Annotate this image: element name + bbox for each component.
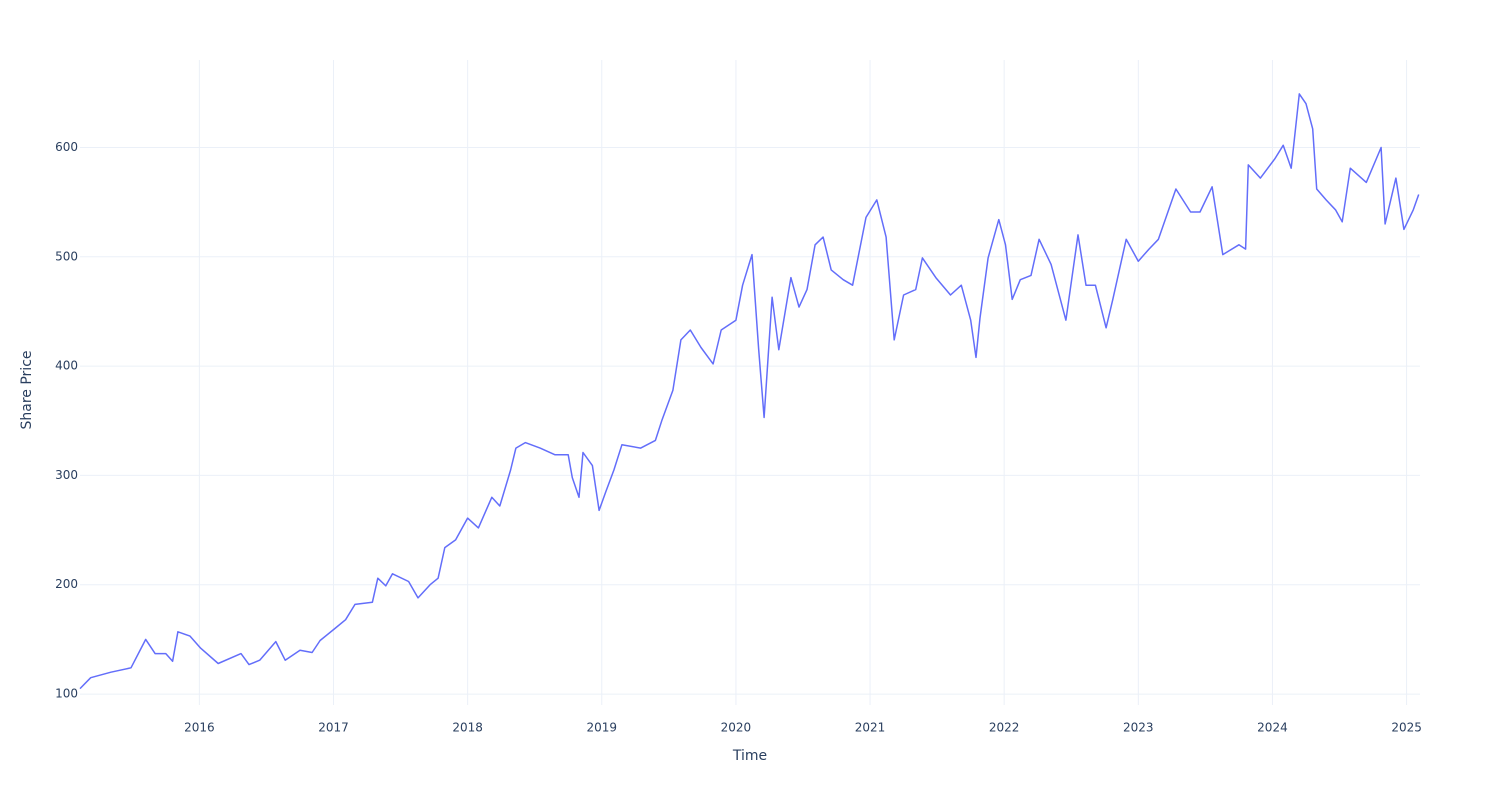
x-tick-label: 2022 [989, 721, 1020, 735]
y-axis-title: Share Price [19, 350, 35, 429]
y-tick-label: 200 [55, 577, 78, 591]
y-tick-label: 600 [55, 140, 78, 154]
y-tick-label: 300 [55, 468, 78, 482]
x-tick-label: 2024 [1257, 721, 1288, 735]
x-tick-label: 2025 [1391, 721, 1422, 735]
x-tick-label: 2017 [318, 721, 349, 735]
y-tick-label: 100 [55, 687, 78, 701]
x-tick-label: 2016 [184, 721, 215, 735]
y-tick-label: 400 [55, 359, 78, 373]
x-tick-label: 2023 [1123, 721, 1154, 735]
line-series [79, 93, 1420, 690]
x-tick-label: 2021 [855, 721, 886, 735]
x-tick-label: 2018 [452, 721, 483, 735]
x-axis-title: Time [732, 748, 767, 764]
x-tick-label: 2020 [721, 721, 752, 735]
x-tick-label: 2019 [587, 721, 618, 735]
y-tick-label: 500 [55, 249, 78, 263]
